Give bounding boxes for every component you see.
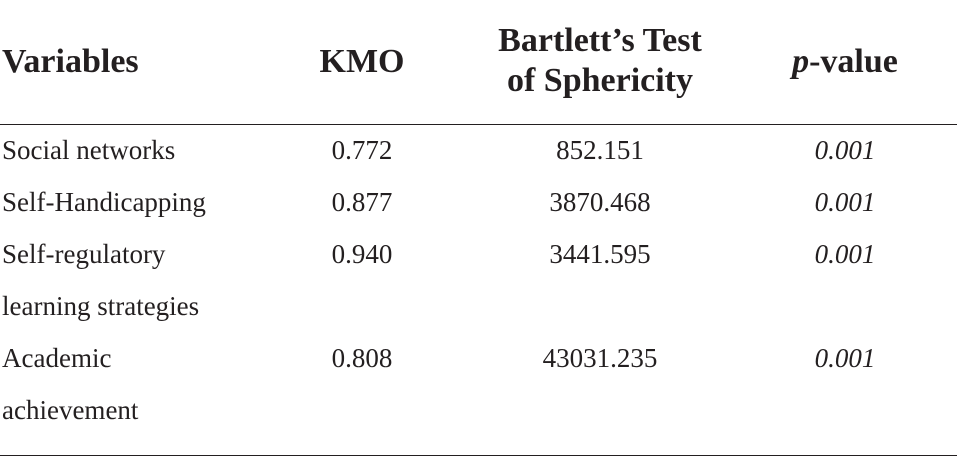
cell-kmo: 0.940 xyxy=(331,239,393,269)
cell-kmo: 0.808 xyxy=(331,343,393,373)
cell-variable-line1: Self-Handicapping xyxy=(2,187,206,217)
cell-variable-line2: learning strategies xyxy=(2,291,200,321)
table-header: Variables KMO Bartlett’s Test of Spheric… xyxy=(0,0,957,124)
header-p-rest: -value xyxy=(809,43,898,80)
cell-variable: Self-Handicapping xyxy=(2,176,206,228)
header-p-italic: p xyxy=(792,43,810,80)
header-bartlett-line1: Bartlett’s Test xyxy=(498,22,702,59)
cell-variable: Social networks xyxy=(2,124,175,176)
cell-p-value: 0.001 xyxy=(814,135,876,165)
cell-variable: Self-regulatory learning strategies xyxy=(2,228,199,332)
cell-kmo: 0.877 xyxy=(331,187,393,217)
cell-kmo: 0.772 xyxy=(331,135,393,165)
header-variables: Variables xyxy=(2,43,139,80)
cell-p-value: 0.001 xyxy=(814,187,876,217)
cell-variable-line1: Academic xyxy=(2,343,112,373)
header-rule xyxy=(0,124,957,125)
cell-bartlett: 3870.468 xyxy=(549,187,651,217)
header-p-value: p-value xyxy=(760,42,930,82)
header-bartlett: Bartlett’s Test of Sphericity xyxy=(470,21,730,101)
cell-variable: Academic achievement xyxy=(2,332,138,436)
bottom-rule xyxy=(0,455,957,456)
cell-p-value: 0.001 xyxy=(814,239,876,269)
cell-variable-line1: Social networks xyxy=(2,135,176,165)
header-bartlett-line2: of Sphericity xyxy=(506,62,694,99)
cell-bartlett: 3441.595 xyxy=(549,239,651,269)
cell-variable-line2: achievement xyxy=(2,395,139,425)
cell-variable-line1: Self-regulatory xyxy=(2,239,166,269)
header-kmo: KMO xyxy=(319,43,405,80)
cell-bartlett: 852.151 xyxy=(556,135,644,165)
cell-p-value: 0.001 xyxy=(814,343,876,373)
cell-bartlett: 43031.235 xyxy=(542,343,658,373)
